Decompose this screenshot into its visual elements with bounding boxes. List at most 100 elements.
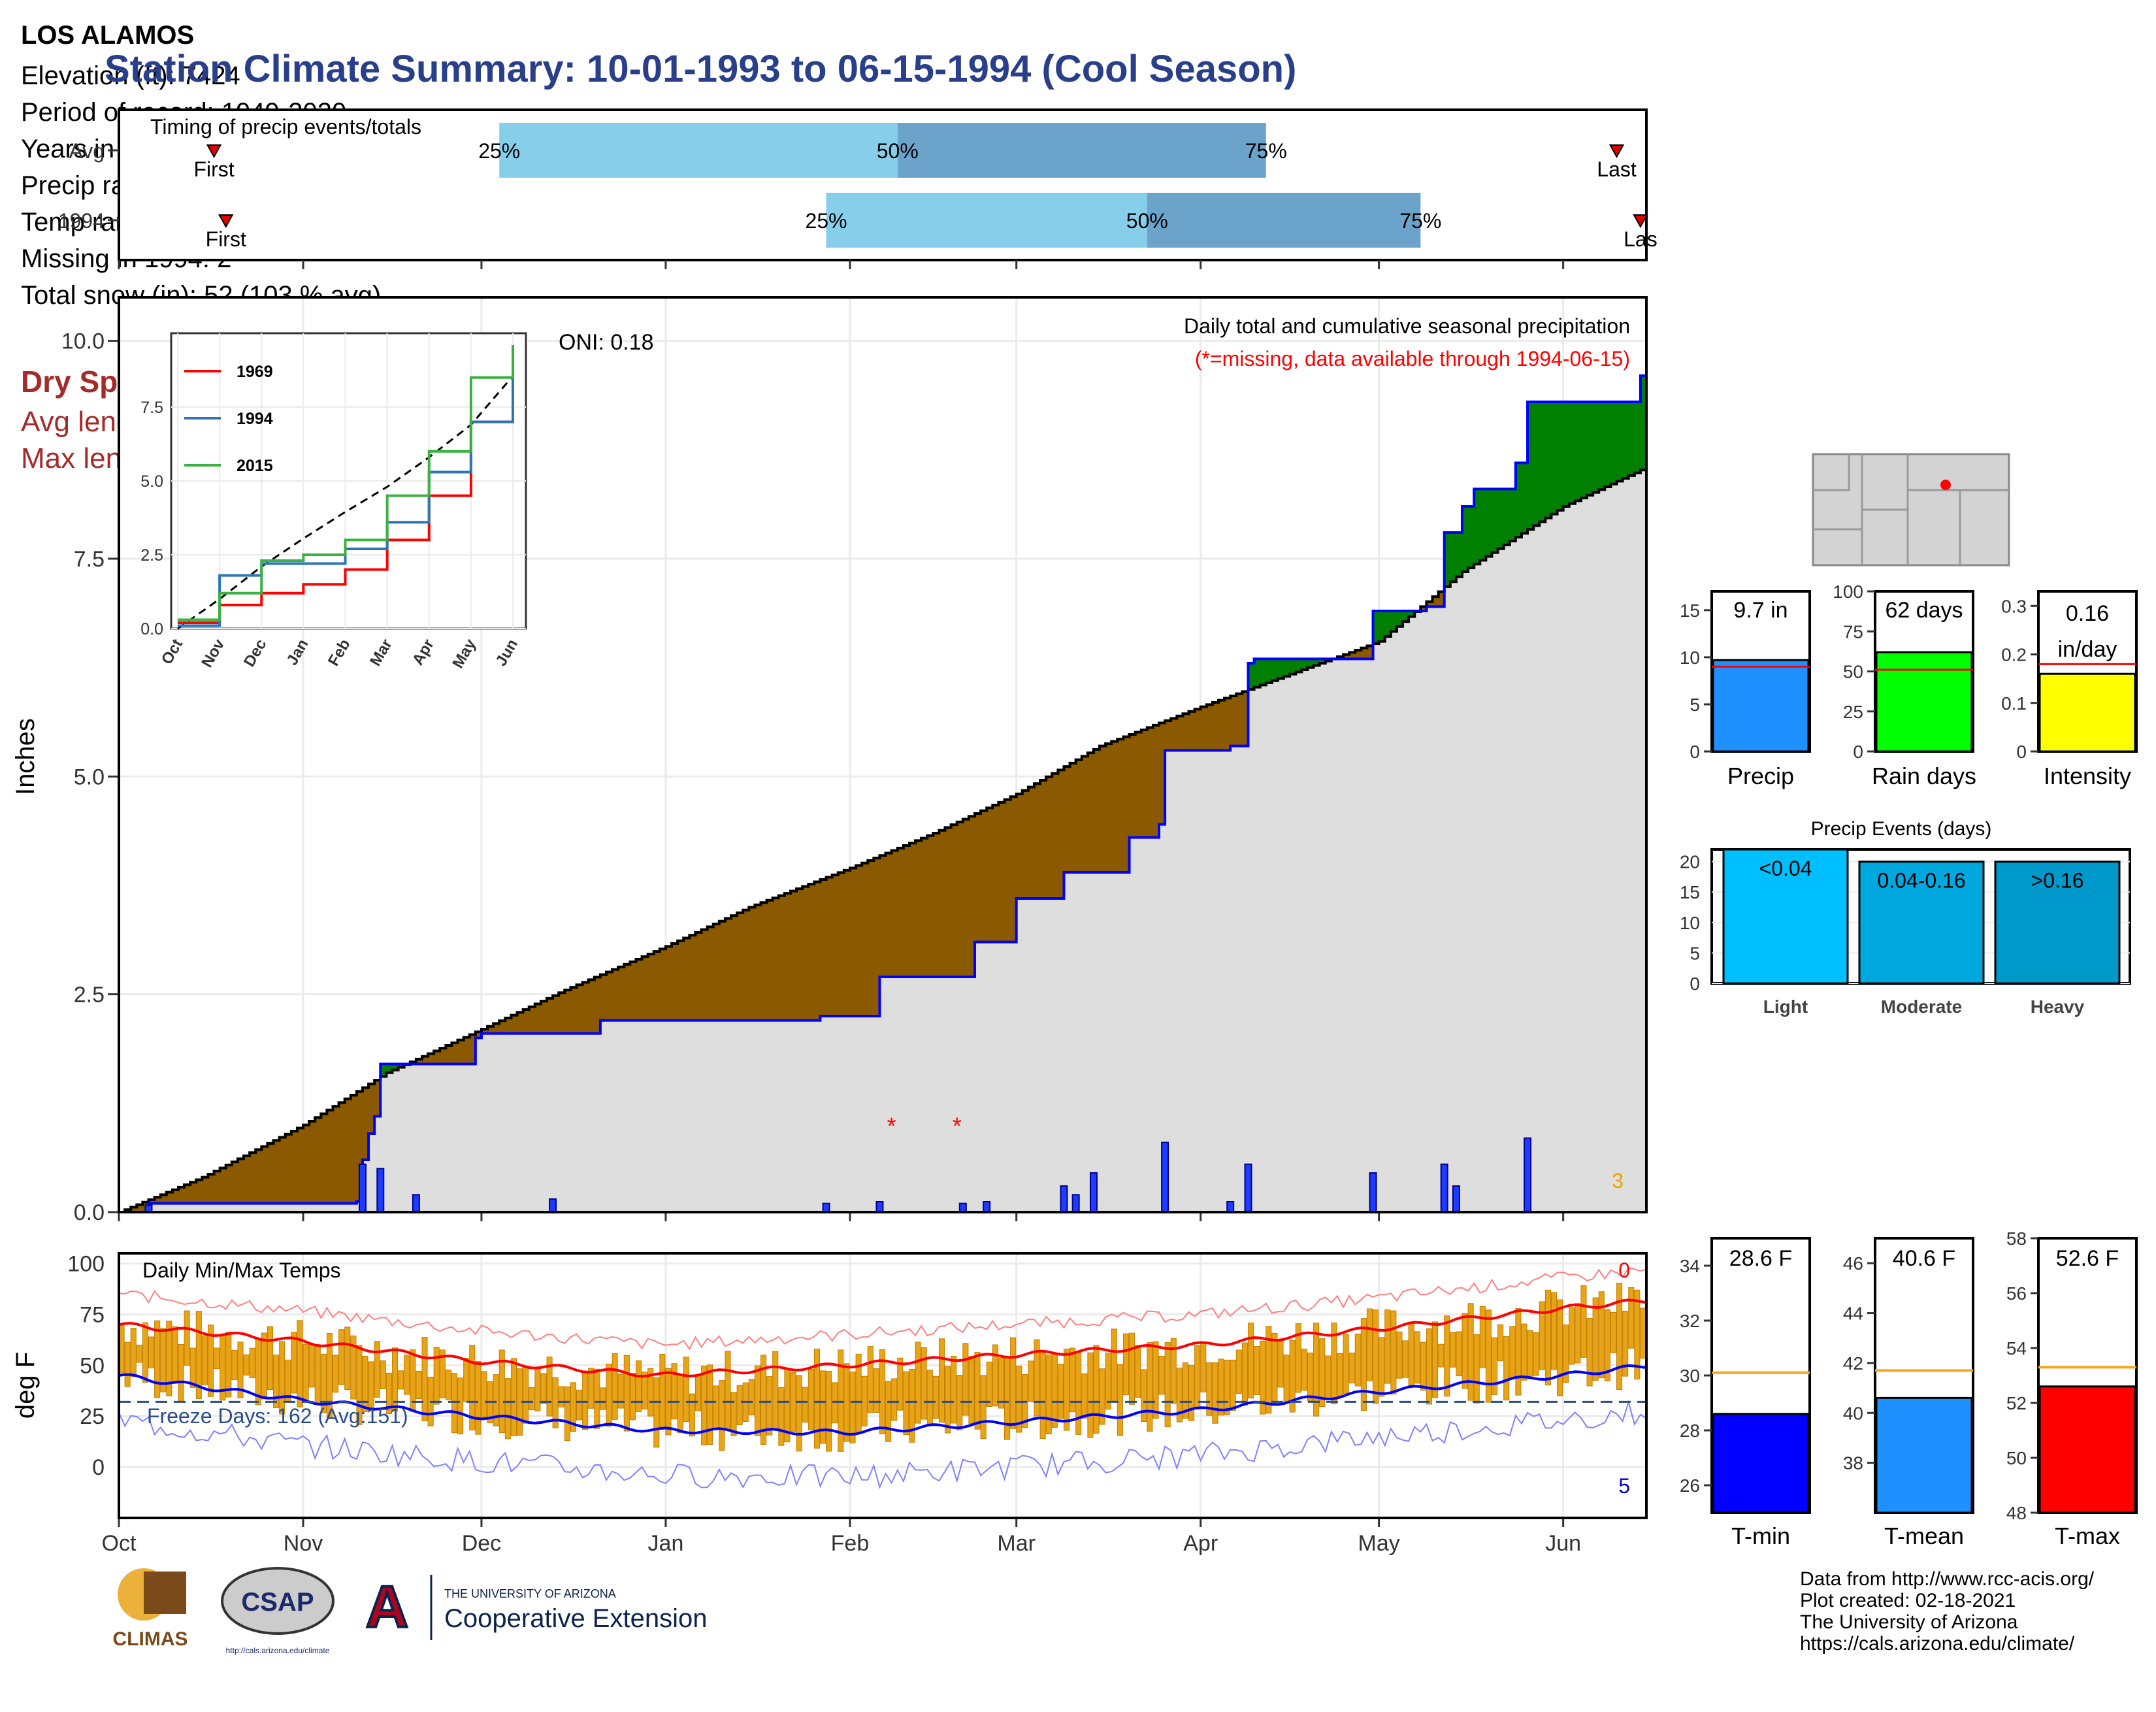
deficit-area [231, 1162, 238, 1204]
deficit-area [1159, 723, 1166, 825]
daily-temp-bar [1241, 1342, 1248, 1406]
inset-ytick-label: 2.5 [140, 546, 163, 565]
deficit-area [874, 858, 881, 1016]
deficit-area [992, 805, 999, 942]
daily-temp-bar [1277, 1339, 1284, 1388]
daily-temp-bar [903, 1371, 909, 1436]
daily-temp-bar [1289, 1340, 1296, 1413]
daily-temp-bar [391, 1347, 399, 1411]
daily-temp-bar [736, 1385, 743, 1426]
deficit-area [137, 1204, 143, 1212]
surplus-area [1468, 506, 1475, 568]
deficit-area [255, 1149, 262, 1204]
deficit-area [178, 1187, 185, 1204]
deficit-area [1438, 591, 1445, 607]
daily-temp-bar [457, 1377, 464, 1435]
daily-temp-bar [421, 1337, 428, 1421]
last-event-marker [1633, 214, 1648, 229]
deficit-area [1242, 691, 1249, 746]
surplus-area [1509, 489, 1516, 541]
deficit-area [362, 1087, 369, 1160]
deficit-area [1212, 702, 1219, 751]
deficit-area [749, 907, 756, 1021]
totals-ytick-label: 15 [1680, 601, 1700, 621]
deficit-area [344, 1098, 351, 1204]
temp-mean-ytick-label: 58 [2006, 1228, 2027, 1249]
daily-temp-bar [1628, 1287, 1635, 1349]
daily-temp-bar [1051, 1353, 1058, 1428]
deficit-area [1426, 601, 1433, 607]
surplus-area [1301, 659, 1309, 670]
deficit-area [421, 1056, 429, 1064]
credit-line: Data from http://www.rcc-acis.org/ [1800, 1568, 2095, 1590]
surplus-area [1521, 463, 1528, 534]
totals-ytick-label: 0.1 [2001, 693, 2027, 714]
daily-temp-bar [154, 1320, 161, 1398]
daily-temp-bar [974, 1352, 981, 1430]
daily-temp-bar [314, 1344, 321, 1405]
precip-ytick-label: 2.5 [74, 983, 105, 1008]
daily-temp-bar [160, 1328, 167, 1392]
daily-temp-bar [582, 1372, 589, 1430]
deficit-area [713, 924, 720, 1021]
deficit-area [1010, 797, 1017, 942]
deficit-area [202, 1177, 209, 1204]
deficit-area [808, 884, 815, 1021]
inset-series-line [178, 345, 514, 621]
daily-temp-bar [819, 1370, 826, 1444]
deficit-area [172, 1189, 179, 1204]
daily-temp-bar [136, 1344, 142, 1363]
deficit-area [1200, 706, 1207, 751]
deficit-area [981, 810, 987, 942]
deficit-area [903, 846, 910, 977]
deficit-area [1016, 794, 1023, 898]
inset-legend-label: 2015 [237, 457, 273, 475]
deficit-area [987, 808, 993, 942]
deficit-area [951, 825, 958, 977]
daily-temp-bar [362, 1355, 368, 1412]
deficit-area [927, 835, 934, 977]
deficit-area [1177, 716, 1184, 751]
daily-temp-bar [1373, 1309, 1379, 1404]
daily-temp-bar [534, 1367, 541, 1411]
daily-temp-bar [1045, 1354, 1052, 1434]
deficit-area [653, 951, 661, 1021]
temp-xtick-label: Nov [284, 1531, 323, 1556]
surplus-area [1403, 611, 1409, 622]
totals-ytick-label: 0 [1853, 742, 1863, 762]
climas-logo: CLIMAS [113, 1568, 188, 1650]
deficit-area [695, 932, 702, 1021]
daily-temp-bar [463, 1357, 470, 1402]
daily-temp-bar [297, 1320, 303, 1407]
precip-ytick-label: 10.0 [61, 329, 105, 354]
surplus-area [1480, 489, 1486, 561]
totals-value-label: 0.16 [2066, 601, 2109, 626]
daily-temp-bar [416, 1370, 422, 1400]
surplus-area [1462, 506, 1469, 572]
daily-temp-bar [1563, 1324, 1569, 1383]
daily-temp-bar [1016, 1366, 1022, 1433]
deficit-area [1117, 739, 1124, 872]
deficit-area [606, 972, 613, 1021]
daily-temp-bar [1319, 1338, 1326, 1407]
daily-temp-bar [1408, 1321, 1414, 1386]
daily-temp-bar [885, 1381, 892, 1442]
daily-temp-bar [1586, 1317, 1593, 1387]
daily-temp-bar [1034, 1339, 1040, 1417]
deficit-area [909, 843, 916, 977]
daily-temp-bar [326, 1332, 333, 1418]
deficit-area [523, 1010, 530, 1034]
daily-temp-bar [838, 1349, 844, 1452]
surplus-area [398, 1064, 405, 1068]
surplus-area [1260, 659, 1267, 685]
daily-temp-bar [433, 1347, 440, 1405]
daily-temp-bar [1141, 1369, 1147, 1423]
deficit-area [778, 895, 785, 1021]
daily-temp-bar [1420, 1342, 1426, 1391]
deficit-area [368, 1083, 375, 1134]
deficit-area [1224, 698, 1231, 751]
events-bar [1994, 861, 2121, 985]
daily-temp-bar [475, 1361, 482, 1435]
surplus-area [1634, 402, 1641, 473]
deficit-area [784, 893, 791, 1021]
